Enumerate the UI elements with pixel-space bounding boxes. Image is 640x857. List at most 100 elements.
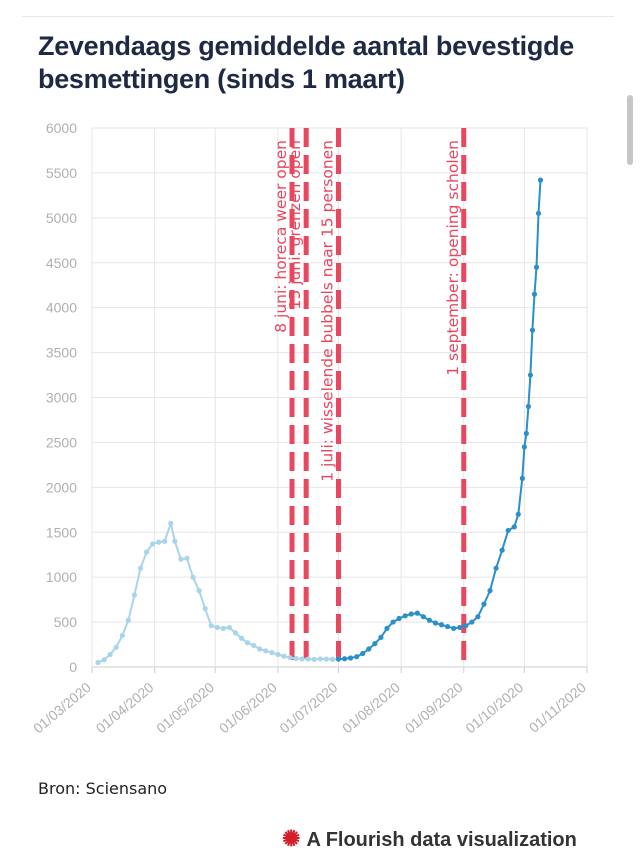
y-tick-label: 1500 — [46, 524, 77, 540]
data-point — [519, 475, 525, 481]
data-point — [190, 574, 196, 580]
data-point — [287, 654, 293, 661]
data-point — [299, 656, 305, 662]
data-point — [281, 653, 287, 659]
data-point — [384, 625, 390, 631]
data-point — [402, 613, 408, 619]
event-label: 8 juni: horeca weer open — [272, 140, 290, 333]
data-point — [463, 623, 469, 629]
x-tick-label: 01/04/2020 — [93, 679, 157, 736]
data-point — [263, 648, 269, 654]
data-point — [143, 549, 150, 555]
flourish-logo-icon: ✺ — [282, 826, 301, 851]
data-point — [444, 623, 451, 630]
x-tick-label: 01/05/2020 — [153, 679, 217, 736]
x-tick-label: 01/08/2020 — [339, 679, 403, 736]
data-point — [214, 624, 220, 631]
data-point — [172, 538, 178, 544]
data-point — [493, 565, 499, 571]
y-tick-label: 6000 — [46, 120, 77, 136]
data-point — [119, 632, 125, 639]
data-point — [251, 642, 257, 649]
top-divider — [22, 16, 614, 17]
series — [95, 177, 544, 666]
data-point — [537, 177, 544, 183]
data-point — [107, 651, 113, 658]
data-point — [521, 444, 527, 450]
data-point — [469, 619, 475, 625]
y-tick-label: 5500 — [46, 165, 77, 181]
data-point — [432, 620, 439, 626]
data-point — [457, 624, 463, 631]
data-point — [323, 656, 329, 662]
y-tick-label: 4500 — [46, 255, 77, 271]
data-point — [378, 634, 384, 640]
data-point — [408, 611, 414, 617]
data-point — [208, 623, 214, 629]
data-point — [293, 655, 299, 662]
scrollbar-thumb[interactable] — [627, 95, 633, 165]
data-point — [348, 655, 354, 661]
x-axis-ticks: 01/03/202001/04/202001/05/202001/06/2020… — [30, 679, 589, 736]
data-point — [275, 651, 281, 658]
data-point — [257, 646, 263, 652]
x-tick-label: 01/11/2020 — [526, 679, 589, 736]
data-point — [533, 264, 540, 270]
data-point — [125, 617, 131, 623]
data-point — [168, 520, 174, 526]
series-line-current — [338, 180, 542, 661]
chart-title: Zevendaags gemiddelde aantal bevestigde … — [38, 31, 574, 94]
event-label: 15 juni: grenzen open — [286, 140, 304, 309]
data-point — [178, 556, 184, 562]
data-point — [156, 539, 162, 545]
data-point — [269, 650, 275, 656]
y-tick-label: 5000 — [46, 210, 77, 226]
y-tick-label: 2000 — [46, 479, 77, 495]
data-point — [232, 630, 239, 636]
data-point — [523, 430, 529, 437]
data-point — [244, 640, 251, 646]
data-point — [360, 650, 366, 657]
event-label: 1 september: opening scholen — [444, 140, 462, 376]
data-point — [529, 327, 536, 333]
data-point — [238, 635, 245, 641]
data-point — [505, 527, 511, 534]
data-point — [150, 541, 156, 547]
data-point — [341, 656, 348, 662]
y-tick-label: 3000 — [46, 390, 77, 406]
data-point — [335, 656, 342, 662]
data-point — [414, 610, 420, 616]
data-point — [131, 592, 138, 598]
flourish-credit[interactable]: ✺ A Flourish data visualization — [282, 826, 577, 852]
data-point — [162, 538, 168, 544]
data-point — [451, 625, 457, 631]
y-tick-label: 2500 — [46, 434, 77, 450]
x-tick-label: 01/10/2020 — [462, 679, 526, 736]
data-point — [531, 291, 538, 297]
y-axis-ticks: 0 500 1000 1500 2000 2500 3000 3500 4000 4500 5000… — [46, 120, 77, 675]
y-tick-label: 0 — [69, 659, 77, 675]
data-point — [535, 210, 542, 216]
data-point — [525, 403, 532, 410]
data-point — [184, 555, 190, 561]
source-note: Bron: Sciensano — [38, 779, 168, 798]
data-point — [196, 588, 202, 594]
data-point — [317, 656, 323, 662]
data-point — [354, 654, 360, 660]
data-point — [499, 547, 505, 553]
y-tick-label: 4000 — [46, 300, 77, 316]
data-point — [366, 646, 372, 652]
data-point — [101, 657, 107, 663]
data-point — [426, 617, 433, 623]
data-point — [95, 659, 101, 666]
data-point — [475, 614, 481, 620]
data-point — [202, 606, 208, 612]
data-point — [226, 624, 232, 631]
data-point — [481, 601, 487, 607]
data-point — [420, 614, 426, 620]
y-tick-label: 1000 — [46, 569, 77, 585]
line-chart: 0 500 1000 1500 2000 2500 3000 3500 4000 4500 5000… — [30, 120, 589, 736]
data-point — [527, 372, 534, 378]
credit-label: A Flourish data visualization — [306, 829, 577, 851]
